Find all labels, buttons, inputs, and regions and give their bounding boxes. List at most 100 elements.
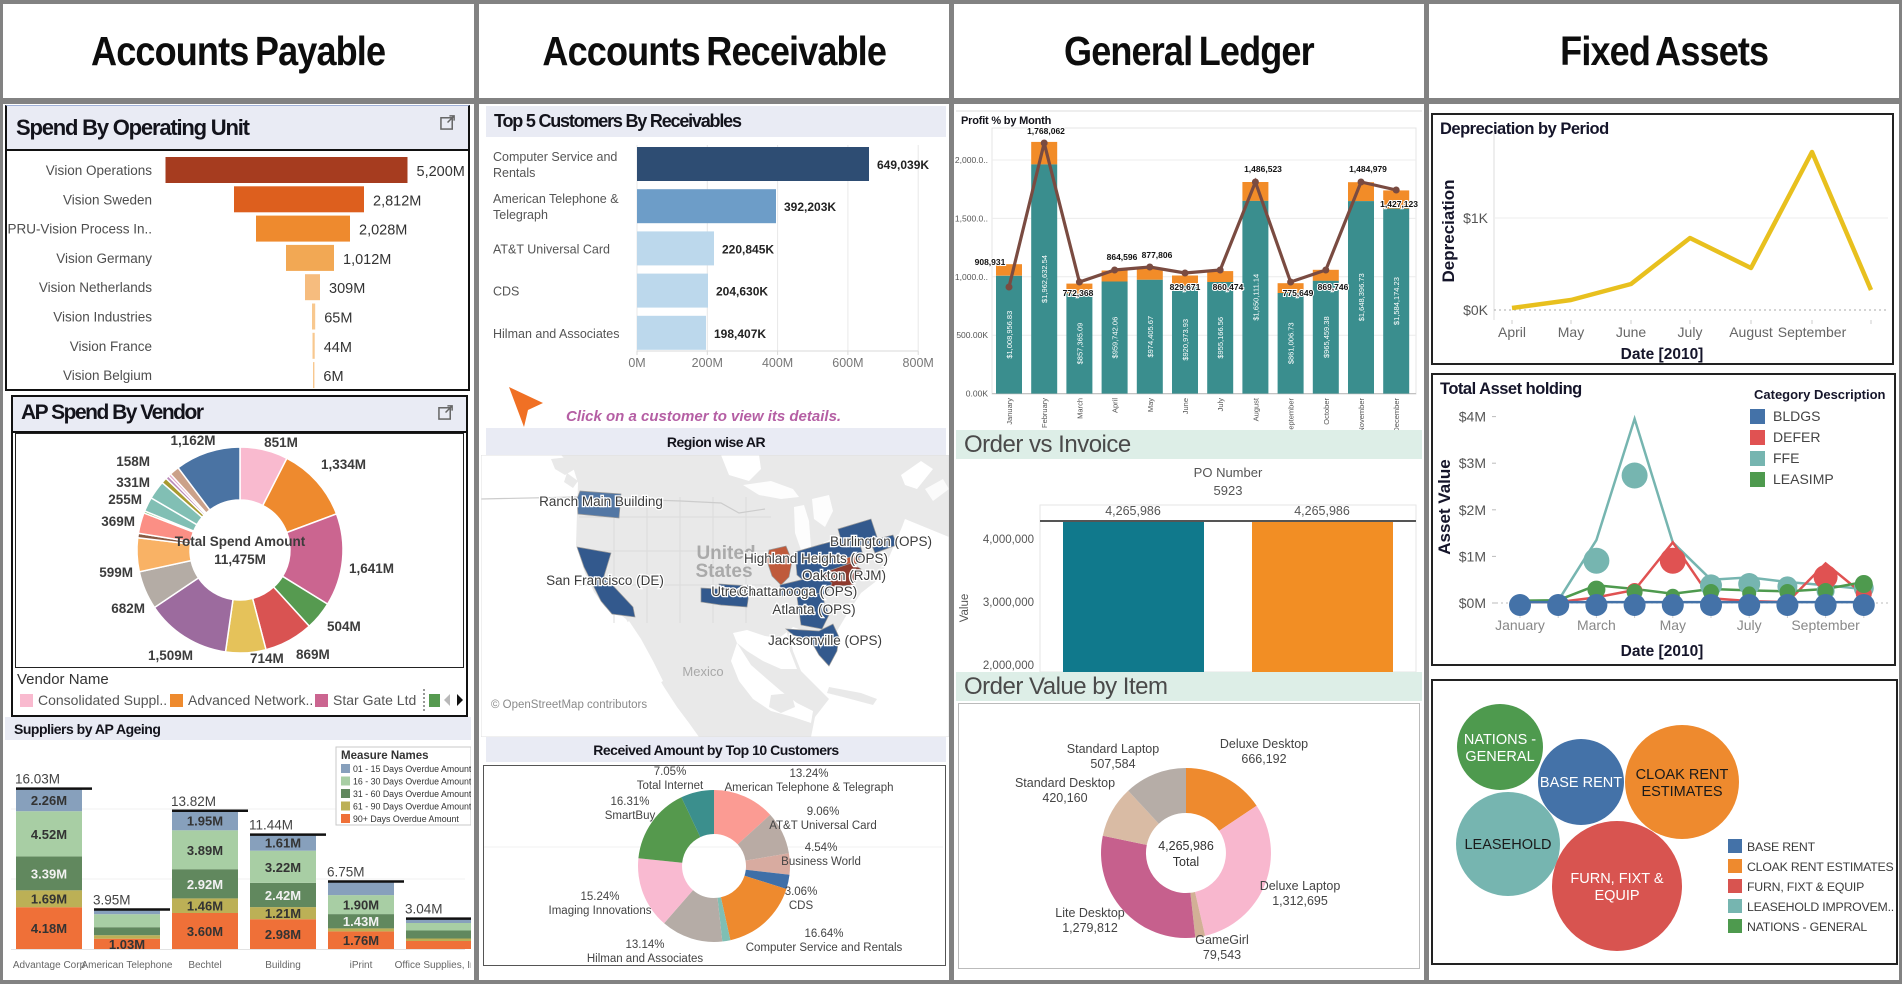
svg-text:CLOAK RENT: CLOAK RENT [1636, 767, 1729, 783]
svg-text:3.06%: 3.06% [785, 886, 818, 898]
svg-text:3.04M: 3.04M [405, 902, 443, 917]
svg-text:American Telephone & Telegraph: American Telephone & Telegraph [725, 782, 894, 794]
svg-text:May: May [1660, 617, 1686, 633]
svg-text:Asset Value: Asset Value [1435, 459, 1454, 554]
svg-text:4,000,000: 4,000,000 [983, 534, 1034, 546]
svg-text:American Telephone &: American Telephone & [493, 192, 619, 206]
svg-text:3.39M: 3.39M [31, 866, 67, 881]
svg-text:869,746: 869,746 [1318, 282, 1349, 292]
svg-text:$4M: $4M [1459, 409, 1486, 425]
svg-text:CDS: CDS [493, 285, 519, 299]
svg-text:Standard Desktop: Standard Desktop [1015, 776, 1115, 790]
svg-text:June: June [1616, 324, 1647, 340]
svg-text:EQUIP: EQUIP [1594, 888, 1639, 904]
svg-text:772,368: 772,368 [1063, 288, 1094, 298]
svg-text:9.06%: 9.06% [807, 806, 840, 818]
svg-text:August: August [1251, 397, 1260, 421]
svg-text:$857,365.09: $857,365.09 [1075, 323, 1084, 365]
svg-text:LEASEHOLD: LEASEHOLD [1464, 837, 1551, 853]
svg-text:198,407K: 198,407K [714, 327, 766, 341]
svg-text:800M: 800M [903, 356, 934, 370]
svg-text:1.90M: 1.90M [343, 898, 379, 913]
svg-text:79,543: 79,543 [1203, 948, 1241, 962]
svg-text:SmartBuy: SmartBuy [605, 810, 656, 822]
svg-text:Oakton (RJM): Oakton (RJM) [802, 568, 886, 583]
svg-text:200M: 200M [692, 356, 723, 370]
svg-text:Date [2010]: Date [2010] [1621, 643, 1704, 660]
svg-text:504M: 504M [327, 619, 361, 634]
svg-text:Office Supplies, Inc.: Office Supplies, Inc. [395, 960, 471, 971]
svg-text:Bechtel: Bechtel [188, 960, 221, 971]
svg-text:Atlanta (OPS): Atlanta (OPS) [772, 602, 855, 617]
svg-text:1.61M: 1.61M [265, 836, 301, 851]
svg-text:Hilman and Associates: Hilman and Associates [587, 953, 704, 964]
svg-text:January: January [1005, 398, 1014, 425]
svg-text:649,039K: 649,039K [877, 158, 929, 172]
svg-text:16 - 30 Days Overdue Amount: 16 - 30 Days Overdue Amount [353, 777, 471, 787]
svg-text:April: April [1111, 398, 1120, 413]
svg-text:GENERAL: GENERAL [1465, 749, 1534, 765]
svg-text:© OpenStreetMap contributors: © OpenStreetMap contributors [491, 699, 647, 711]
svg-text:Advantage Corp: Advantage Corp [13, 960, 86, 971]
svg-text:682M: 682M [111, 601, 145, 616]
svg-text:June: June [1181, 398, 1190, 414]
svg-text:829,671: 829,671 [1170, 282, 1201, 292]
svg-text:Utrecht: Utrecht [711, 584, 755, 599]
svg-text:November: November [1357, 398, 1366, 430]
svg-text:908,931: 908,931 [975, 257, 1006, 267]
svg-text:July: July [1216, 398, 1225, 412]
svg-text:0.00K: 0.00K [966, 389, 989, 399]
svg-text:$1,008,956.83: $1,008,956.83 [1005, 311, 1014, 359]
svg-text:$1M: $1M [1459, 548, 1486, 564]
svg-text:Highland Heights (OPS): Highland Heights (OPS) [744, 551, 888, 566]
svg-text:13.14%: 13.14% [625, 939, 664, 951]
svg-text:Burlington (OPS): Burlington (OPS) [830, 534, 932, 549]
svg-text:1.43M: 1.43M [343, 914, 379, 929]
svg-text:AT&T Universal Card: AT&T Universal Card [769, 820, 877, 832]
svg-text:2,000.0..: 2,000.0.. [955, 155, 988, 165]
svg-text:1,641M: 1,641M [349, 561, 394, 576]
svg-text:FURN, FIXT & EQUIP: FURN, FIXT & EQUIP [1747, 880, 1864, 894]
svg-text:Computer Service and Rentals: Computer Service and Rentals [746, 942, 903, 954]
svg-text:2,812M: 2,812M [373, 193, 421, 209]
svg-text:2.26M: 2.26M [31, 793, 67, 808]
svg-text:0M: 0M [628, 356, 645, 370]
svg-text:May: May [1146, 398, 1155, 412]
svg-text:NATIONS - GENERAL: NATIONS - GENERAL [1747, 920, 1867, 934]
svg-text:4.18M: 4.18M [31, 921, 67, 936]
svg-text:714M: 714M [250, 651, 284, 666]
svg-text:2,000,000: 2,000,000 [983, 660, 1034, 672]
svg-text:1,334M: 1,334M [321, 457, 366, 472]
svg-text:775,649: 775,649 [1283, 288, 1314, 298]
svg-text:April: April [1498, 324, 1526, 340]
svg-text:331M: 331M [116, 475, 150, 490]
svg-text:Building: Building [265, 960, 301, 971]
svg-text:Mexico: Mexico [682, 664, 723, 679]
svg-text:$3M: $3M [1459, 455, 1486, 471]
svg-text:December: December [1392, 398, 1401, 430]
svg-text:LEASIMP: LEASIMP [1773, 471, 1834, 487]
svg-text:599M: 599M [99, 565, 133, 580]
svg-text:13.24%: 13.24% [789, 768, 828, 780]
svg-text:Vision Germany: Vision Germany [56, 251, 152, 266]
svg-text:851M: 851M [264, 435, 298, 450]
svg-text:1,312,695: 1,312,695 [1272, 894, 1328, 908]
svg-text:666,192: 666,192 [1241, 752, 1286, 766]
svg-text:March: March [1577, 617, 1616, 633]
svg-text:5923: 5923 [1214, 483, 1243, 498]
svg-text:$0K: $0K [1463, 302, 1489, 318]
svg-text:1.21M: 1.21M [265, 906, 301, 921]
svg-text:$955,166.56: $955,166.56 [1216, 317, 1225, 359]
svg-text:6.75M: 6.75M [327, 865, 365, 880]
svg-text:iPrint: iPrint [350, 960, 373, 971]
svg-text:1,000.0..: 1,000.0.. [955, 272, 988, 282]
svg-text:2,028M: 2,028M [359, 223, 407, 239]
svg-text:420,160: 420,160 [1042, 791, 1087, 805]
svg-text:ESTIMATES: ESTIMATES [1641, 784, 1722, 800]
svg-text:1.76M: 1.76M [343, 933, 379, 948]
svg-text:01 - 15 Days Overdue Amount: 01 - 15 Days Overdue Amount [353, 764, 471, 774]
svg-text:Chattanooga (OPS): Chattanooga (OPS) [739, 584, 858, 599]
svg-text:Business World: Business World [781, 856, 861, 868]
svg-text:Computer Service and: Computer Service and [493, 150, 617, 164]
svg-text:220,845K: 220,845K [722, 242, 774, 256]
